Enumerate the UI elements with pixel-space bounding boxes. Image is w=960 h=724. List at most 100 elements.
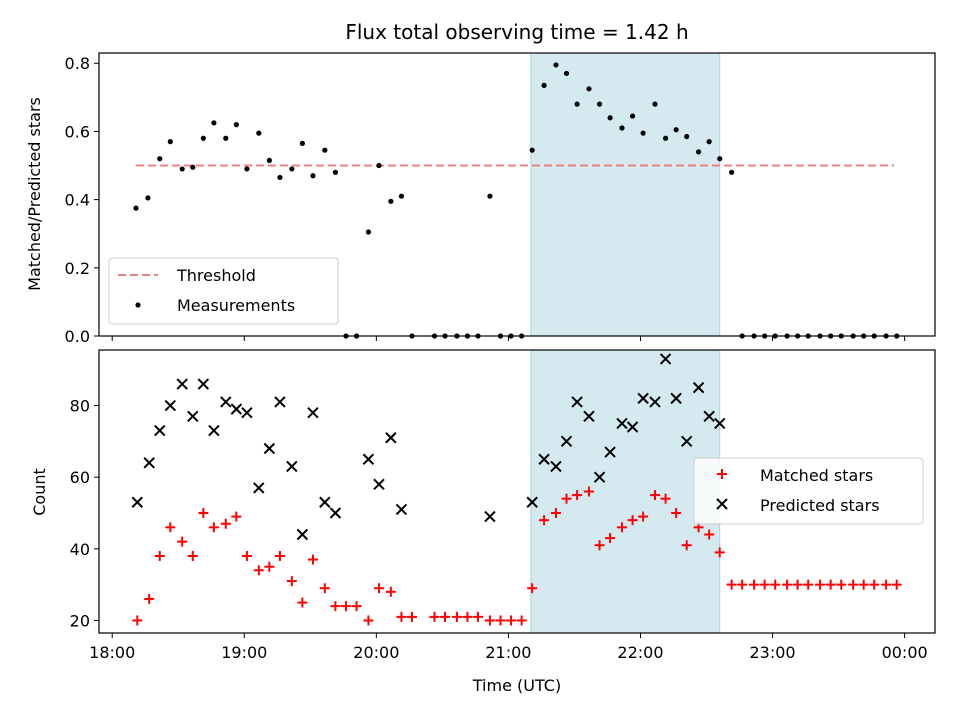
legend-measurements-swatch (135, 302, 141, 308)
bottom-y-ticks: 20 40 60 80 (70, 397, 99, 630)
matched-star-point (660, 493, 671, 504)
matched-star-point (671, 507, 682, 518)
matched-star-point (473, 611, 484, 622)
bottom-legend-box (693, 457, 924, 525)
matched-star-point (869, 579, 880, 590)
legend-predicted-swatch (716, 498, 728, 510)
matched-star-point (330, 601, 341, 612)
predicted-star-point (154, 424, 166, 437)
matched-star-point (208, 522, 219, 533)
matched-star-point (451, 611, 462, 622)
measurement-point (574, 101, 580, 107)
matched-star-point (572, 490, 583, 501)
matched-star-point (825, 579, 836, 590)
matched-star-point (681, 540, 692, 551)
x-tick-label: 21:00 (485, 643, 531, 662)
y-tick-label: 0.8 (65, 54, 90, 73)
measurement-point (157, 156, 163, 162)
measurement-point (289, 166, 295, 172)
measurement-point (299, 140, 305, 146)
matched-star-point (396, 611, 407, 622)
predicted-star-point (176, 378, 188, 390)
predicted-star-point (274, 396, 286, 408)
measurement-point (244, 166, 250, 172)
matched-star-point (429, 611, 440, 622)
matched-star-point (770, 579, 781, 590)
matched-star-point (714, 547, 725, 558)
predicted-star-point (583, 410, 595, 422)
matched-star-point (803, 579, 814, 590)
top-panel: 0.00.20.40.60.8 Matched/Predicted stars … (25, 52, 936, 346)
predicted-star-point (319, 496, 331, 508)
measurement-point (640, 130, 646, 136)
matched-star-point (516, 615, 527, 626)
measurement-point (200, 135, 206, 141)
predicted-star-point (637, 392, 649, 405)
top-highlight-span (530, 52, 721, 337)
matched-star-point (605, 533, 616, 544)
measurement-point (662, 135, 669, 141)
measurement-point (695, 149, 702, 155)
predicted-star-point (241, 406, 253, 419)
predicted-star-point (131, 496, 144, 508)
measurement-point (365, 229, 372, 235)
measurement-point (322, 147, 328, 153)
measurement-point (563, 70, 570, 77)
legend-matched-swatch (717, 469, 727, 479)
predicted-star-point (616, 417, 628, 430)
y-tick-label: 80 (70, 397, 90, 416)
measurement-point (529, 147, 535, 153)
matched-star-point (561, 493, 572, 504)
x-tick-label: 23:00 (749, 643, 795, 662)
x-tick-label: 19:00 (221, 643, 267, 662)
measurement-point (376, 162, 382, 169)
predicted-star-point (670, 392, 682, 405)
matched-star-point (154, 550, 165, 561)
chart-title: Flux total observing time = 1.42 h (345, 20, 688, 44)
legend-predicted-label: Predicted stars (760, 496, 880, 515)
top-y-ticks: 0.0 0.2 0.4 0.6 0.8 (65, 54, 99, 346)
matched-star-point (307, 554, 318, 565)
predicted-star-point (220, 396, 232, 408)
predicted-star-point (593, 471, 606, 483)
bottom-x-ticks: 18:00 19:00 20:00 21:00 22:00 23:00 00:00 (89, 633, 928, 662)
predicted-star-point (538, 453, 550, 465)
predicted-star-point (164, 399, 177, 412)
matched-star-point (187, 550, 198, 561)
predicted-star-point (550, 460, 562, 473)
x-tick-label: 22:00 (617, 643, 663, 662)
predicted-star-point (143, 457, 155, 469)
measurement-point (256, 130, 262, 136)
predicted-star-point (385, 432, 397, 444)
matched-star-point (737, 579, 748, 590)
matched-star-point (351, 601, 362, 612)
measurement-point (233, 122, 239, 128)
predicted-star-point (692, 381, 705, 394)
predicted-star-point (253, 482, 265, 494)
matched-star-point (891, 579, 902, 590)
matched-star-point (220, 518, 231, 529)
predicted-star-point (208, 424, 220, 437)
matched-star-point (264, 561, 275, 572)
y-tick-label: 20 (70, 611, 90, 630)
predicted-star-point (373, 478, 385, 491)
predicted-star-point (296, 528, 309, 541)
predicted-star-point (187, 410, 199, 422)
matched-star-point (749, 579, 760, 590)
y-tick-label: 0.4 (65, 191, 90, 210)
measurement-point (190, 164, 196, 170)
predicted-star-point (362, 453, 375, 465)
predicted-star-point (307, 406, 319, 419)
matched-star-point (297, 597, 308, 608)
matched-star-point (782, 579, 793, 590)
predicted-star-point (560, 435, 573, 448)
matched-star-point (340, 601, 351, 612)
predicted-star-point (484, 510, 496, 523)
matched-star-point (726, 579, 737, 590)
measurement-point (398, 193, 405, 199)
predicted-star-point (604, 446, 616, 458)
matched-star-point (704, 529, 715, 540)
predicted-star-point (230, 403, 243, 415)
predicted-star-point (286, 460, 298, 473)
bottom-axes-frame (98, 349, 936, 634)
